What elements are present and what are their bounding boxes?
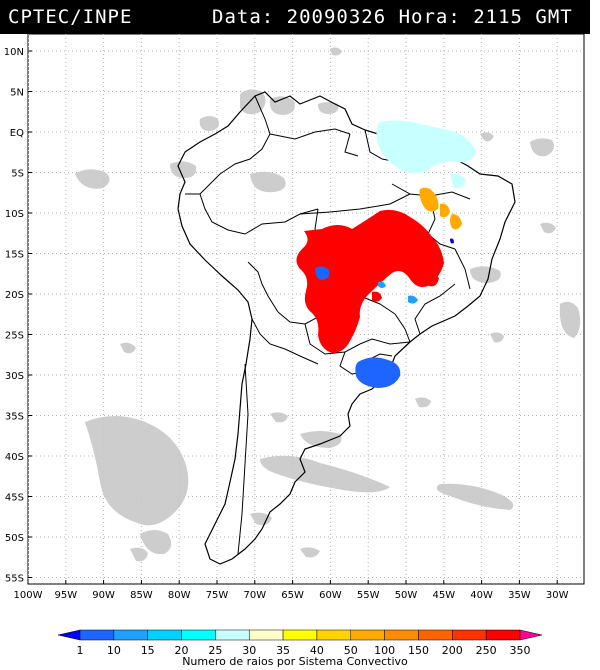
lon-label: 35W	[508, 590, 531, 601]
lat-label: 50S	[5, 533, 24, 544]
colorbar-segment	[113, 629, 148, 641]
lat-label: 20S	[5, 290, 24, 301]
colorbar-segment	[282, 629, 318, 641]
colorbar-segment	[248, 629, 284, 641]
colorbar-segment	[418, 629, 453, 641]
lon-label: 50W	[395, 590, 418, 601]
lat-label: 55S	[5, 574, 24, 585]
lon-label: 30W	[546, 590, 569, 601]
colorbar-value: 25	[208, 644, 222, 657]
lon-label: 70W	[243, 590, 266, 601]
colorbar-value: 15	[141, 644, 155, 657]
colorbar-value: 20	[175, 644, 189, 657]
map-header: CPTEC/INPE Data: 20090326 Hora: 2115 GMT	[0, 0, 590, 34]
lightning-orange	[419, 187, 462, 230]
lon-label: 40W	[470, 590, 493, 601]
lat-label: 30S	[5, 371, 24, 382]
lat-label: 5S	[11, 169, 24, 180]
colorbar-segment	[147, 629, 182, 641]
lat-label: 10N	[4, 47, 24, 58]
lat-label: 25S	[5, 331, 24, 342]
colorbar-segment	[384, 629, 419, 641]
colorbar-value: 350	[510, 644, 531, 657]
colorbar-value: 10	[107, 644, 121, 657]
colorbar-value: 200	[442, 644, 463, 657]
lightning-map: 10N5NEQ5S10S15S20S25S30S35S40S45S50S55S …	[4, 34, 585, 668]
lat-label: EQ	[10, 128, 24, 139]
colorbar-value: 150	[408, 644, 429, 657]
colorbar-labels: 1 10 15 20 25 30 35 40 50 100 150 200 250 350	[77, 644, 531, 657]
lon-label: 60W	[319, 590, 342, 601]
lon-label: 55W	[357, 590, 380, 601]
colorbar	[57, 629, 543, 641]
colorbar-segment	[316, 629, 352, 641]
colorbar-segment	[79, 629, 115, 641]
colorbar-arrow-right	[519, 629, 543, 641]
lat-label: 40S	[5, 452, 24, 463]
lon-label: 65W	[281, 590, 304, 601]
colorbar-value: 35	[276, 644, 290, 657]
colorbar-segment	[452, 629, 487, 641]
lightning-cyan	[376, 120, 476, 189]
lat-label: 5N	[10, 88, 24, 99]
lightning-blue	[315, 238, 454, 388]
lat-label: 10S	[5, 209, 24, 220]
colorbar-segment	[181, 629, 216, 641]
colorbar-value: 50	[344, 644, 358, 657]
lon-label: 45W	[432, 590, 455, 601]
lat-label: 15S	[5, 250, 24, 261]
cloud-cover	[75, 47, 581, 562]
latitude-labels: 10N 5N EQ 5S 10S 15S 20S 25S 30S 35S 40S 45S 50S 55S	[4, 47, 32, 585]
lon-label: 85W	[130, 590, 153, 601]
lat-label: 35S	[5, 412, 24, 423]
longitude-labels: 100W 95W 90W 85W 80W 75W 70W 65W 60W 55W 50W 45W 40W…	[14, 580, 569, 601]
colorbar-value: 30	[242, 644, 256, 657]
colorbar-value: 40	[310, 644, 324, 657]
datetime-label: Data: 20090326 Hora: 2115 GMT	[212, 6, 573, 28]
colorbar-segment	[350, 629, 385, 641]
lon-label: 80W	[168, 590, 191, 601]
lat-label: 45S	[5, 493, 24, 504]
colorbar-value: 1	[77, 644, 84, 657]
source-label: CPTEC/INPE	[8, 6, 133, 28]
lon-label: 95W	[54, 590, 77, 601]
lightning-red	[296, 209, 444, 353]
colorbar-value: 100	[374, 644, 395, 657]
lon-label: 90W	[92, 590, 115, 601]
colorbar-value: 250	[476, 644, 497, 657]
colorbar-caption: Numero de raios por Sistema Convectivo	[182, 655, 408, 668]
colorbar-arrow-left	[57, 629, 81, 641]
lon-label: 100W	[14, 590, 43, 601]
colorbar-segment	[485, 629, 521, 641]
lon-label: 75W	[206, 590, 229, 601]
colorbar-segment	[215, 629, 250, 641]
